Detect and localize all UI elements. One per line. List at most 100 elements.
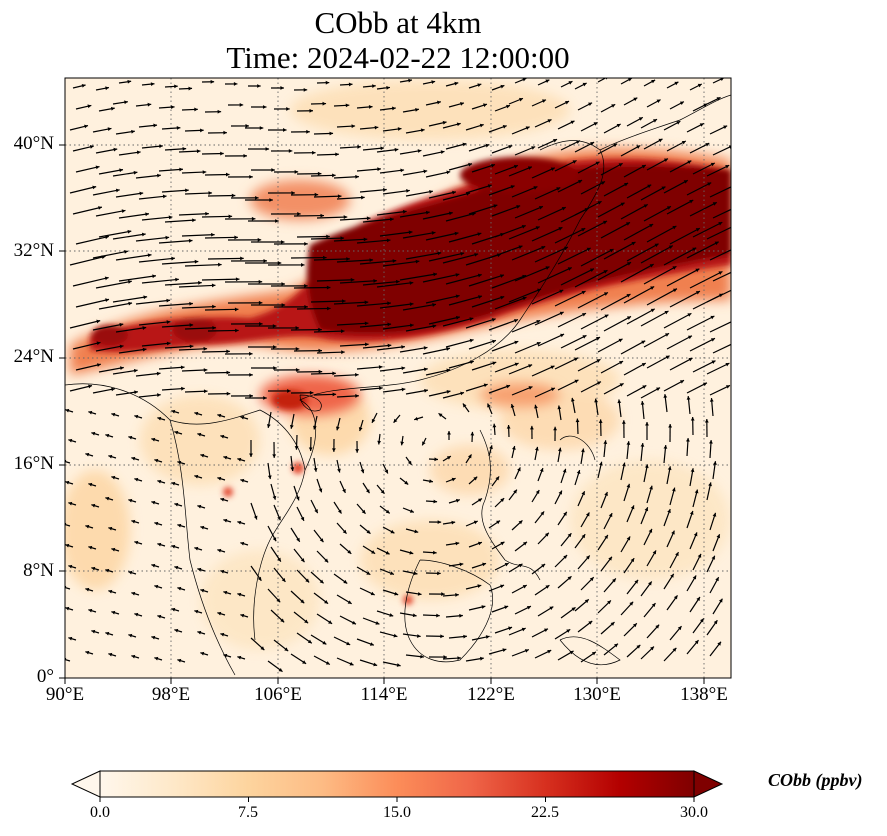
wind-arrow (471, 296, 505, 308)
wind-arrow (643, 265, 677, 285)
wind-arrow-head (395, 279, 400, 284)
wind-arrow-head (272, 324, 277, 328)
wind-arrow-head (202, 170, 207, 175)
wind-arrow-head (529, 425, 534, 430)
wind-arrow-head (518, 563, 523, 568)
wind-arrow-head (456, 122, 461, 127)
wind-arrow-head (318, 369, 323, 374)
wind-arrow (494, 296, 527, 310)
concentration-field (65, 78, 731, 678)
wind-arrow (603, 241, 636, 260)
wind-arrow-head (455, 273, 460, 277)
wind-arrow-head (626, 294, 631, 298)
wind-arrow-head (481, 605, 486, 609)
wind-arrow (138, 394, 161, 398)
wind-arrow-head (295, 496, 300, 501)
wind-arrow-head (514, 362, 519, 367)
wind-arrow-head (380, 146, 385, 151)
wind-arrow-head (91, 503, 96, 508)
wind-arrow-head (351, 124, 356, 129)
wind-arrow (399, 149, 422, 155)
wind-arrow-head (603, 292, 608, 296)
wind-arrow-head (710, 315, 715, 320)
wind-arrow (600, 162, 623, 176)
wind-arrow-head (709, 398, 714, 402)
wind-arrow (465, 184, 492, 194)
wind-arrow-head (487, 184, 492, 188)
wind-arrow-head (200, 651, 205, 656)
wind-arrow (382, 189, 410, 195)
wind-arrow-head (665, 355, 670, 360)
wind-arrow-head (319, 538, 324, 543)
wind-arrow-head (559, 289, 564, 294)
wind-arrow-head (305, 578, 310, 583)
wind-arrow-head (194, 546, 199, 551)
wind-arrow-head (504, 563, 509, 567)
wind-arrow-head (510, 404, 515, 408)
wind-arrow-head (287, 389, 291, 393)
wind-arrow (646, 158, 669, 171)
wind-arrow-head (234, 235, 238, 240)
wind-arrow-head (157, 393, 161, 397)
wind-arrow-head (611, 104, 616, 108)
wind-arrow-head (539, 468, 544, 473)
wind-arrow (600, 221, 631, 239)
wind-arrow-head (260, 646, 265, 651)
wind-arrow-head (174, 628, 179, 633)
wind-arrow-head (371, 418, 376, 423)
wind-arrow-head (133, 368, 138, 373)
wind-arrow-head (157, 542, 162, 547)
wind-arrow-head (220, 151, 224, 156)
lon-tick-label: 98°E (151, 684, 191, 705)
wind-arrow-head (459, 562, 464, 567)
wind-arrow-head (545, 79, 550, 83)
wind-arrow-head (689, 510, 694, 515)
wind-arrow-head (483, 383, 488, 388)
wind-arrow-head (627, 78, 632, 82)
wind-arrow-head (642, 385, 647, 389)
wind-arrow-head (420, 654, 424, 659)
wind-arrow (402, 368, 428, 374)
wind-arrow (445, 339, 474, 348)
wind-arrow (514, 266, 550, 282)
wind-arrow-head (107, 127, 112, 131)
wind-arrow (69, 320, 101, 329)
wind-arrow-head (596, 381, 601, 385)
wind-arrow (508, 288, 542, 303)
wind-arrow-head (588, 621, 593, 625)
wind-arrow (643, 205, 672, 222)
wind-arrow (488, 245, 523, 259)
wind-arrow-head (124, 100, 128, 105)
wind-arrow-head (479, 656, 484, 661)
wind-arrow-head (413, 571, 418, 576)
wind-arrow-head (671, 487, 676, 492)
wind-arrow (712, 208, 731, 219)
wind-arrow (95, 345, 124, 352)
wind-arrow (362, 280, 400, 286)
wind-arrow (531, 289, 564, 305)
wind-arrow-head (704, 419, 709, 423)
wind-arrow-head (131, 456, 136, 461)
wind-arrow-head (581, 448, 585, 453)
wind-arrow-head (384, 469, 388, 474)
wind-arrow-head (212, 304, 216, 309)
wind-arrow-head (342, 488, 346, 493)
wind-arrow-head (323, 255, 327, 260)
wind-arrow-head (393, 633, 398, 638)
wind-arrow-head (561, 207, 566, 211)
wind-arrow-head (524, 649, 529, 653)
wind-arrow-head (485, 143, 490, 148)
wind-arrow-head (91, 629, 96, 634)
wind-arrow-head (448, 211, 453, 216)
wind-arrow-head (189, 301, 193, 306)
wind-arrow (488, 185, 515, 196)
wind-arrow-head (258, 300, 263, 305)
wind-arrow-head (233, 82, 238, 86)
wind-arrow-head (92, 185, 97, 190)
wind-arrow-head (88, 482, 93, 487)
wind-arrow (597, 202, 625, 218)
wind-arrow-head (598, 419, 603, 423)
wind-arrow-head (455, 294, 460, 299)
wind-arrow-head (653, 119, 658, 123)
wind-arrow (640, 387, 661, 399)
